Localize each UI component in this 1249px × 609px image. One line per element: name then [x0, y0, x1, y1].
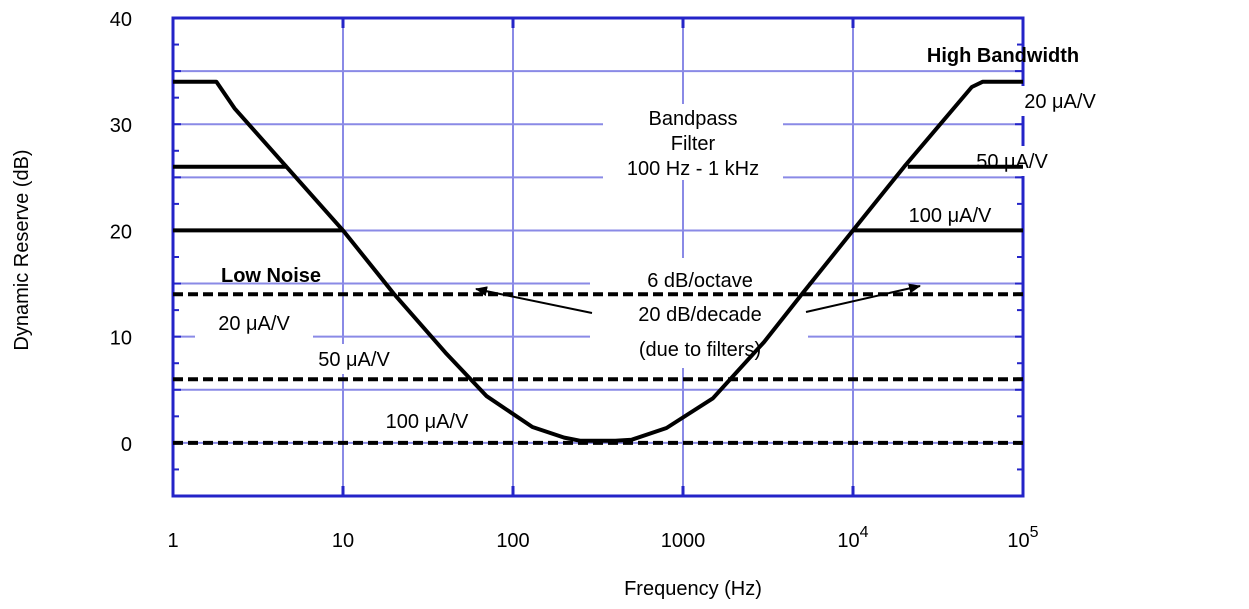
annotation-slope-line1: 6 dB/octave	[647, 270, 753, 292]
annotation-bandpass-line3: 100 Hz - 1 kHz	[627, 158, 759, 180]
grid	[172, 17, 1024, 497]
y-tick-label: 20	[110, 221, 132, 243]
annotation-bandpass-line2: Filter	[671, 133, 716, 155]
annotation-low-50: 50 μA/V	[318, 349, 390, 371]
annotation-low-noise: Low Noise	[221, 265, 321, 287]
label-bg	[590, 258, 808, 368]
y-tick-label: 40	[110, 9, 132, 31]
axis-ticks	[171, 17, 1025, 497]
y-tick-label: 10	[110, 328, 132, 350]
label-bg	[603, 104, 783, 180]
annotation-low-100: 100 μA/V	[386, 411, 469, 433]
x-tick-label: 10	[332, 530, 354, 552]
x-tick-label: 100	[496, 530, 529, 552]
label-bg	[952, 146, 1072, 176]
x-tick-label: 1000	[661, 530, 706, 552]
x-tick-label: 105	[1007, 524, 1038, 552]
label-bg	[295, 344, 413, 374]
x-tick-label: 104	[837, 524, 868, 552]
label-bg	[1013, 86, 1108, 116]
annotation-high-bandwidth: High Bandwidth	[927, 45, 1079, 67]
y-axis-title: Dynamic Reserve (dB)	[11, 149, 33, 350]
annotation-bandpass-line1: Bandpass	[649, 108, 738, 130]
slope-arrow-right	[805, 283, 921, 313]
annotation-high-20: 20 μA/V	[1024, 91, 1096, 113]
annotation-high-50: 50 μA/V	[976, 151, 1048, 173]
plot-frame	[171, 16, 1025, 498]
annotation-slope-line3: (due to filters)	[639, 339, 761, 361]
x-axis-title: Frequency (Hz)	[624, 578, 762, 600]
annotation-high-100: 100 μA/V	[909, 205, 992, 227]
y-tick-label: 0	[121, 434, 132, 456]
tick-labels: 0 10 20 30 40 1 10 100 1000 104 105	[110, 9, 1039, 552]
label-bg	[364, 406, 491, 436]
label-bg	[195, 308, 313, 338]
slope-arrow-left	[475, 286, 593, 314]
label-bg	[886, 200, 1016, 230]
series-line	[173, 79, 1023, 443]
x-tick-label: 1	[167, 530, 178, 552]
annotation-slope-line2: 20 dB/decade	[638, 304, 761, 326]
annotation-low-20: 20 μA/V	[218, 313, 290, 335]
y-tick-label: 30	[110, 115, 132, 137]
